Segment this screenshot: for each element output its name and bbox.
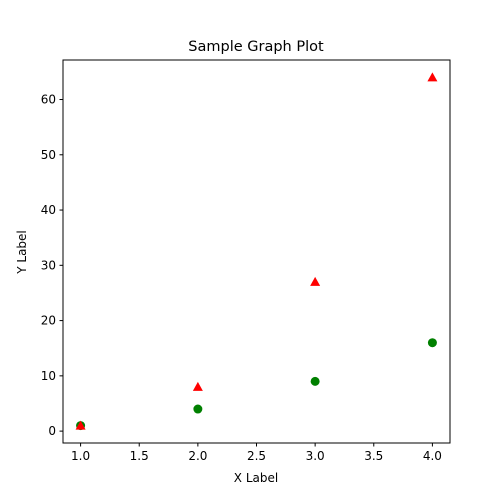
triangle-point	[75, 420, 86, 430]
triangle-point	[192, 381, 203, 391]
plot-area	[62, 59, 451, 444]
circle-point	[427, 338, 437, 348]
x-tick-label: 3.0	[306, 449, 325, 463]
circle-point	[193, 404, 203, 414]
y-tick-label: 60	[41, 93, 56, 107]
triangle-point	[310, 276, 321, 286]
circle-point	[310, 376, 320, 386]
y-tick-label: 40	[41, 203, 56, 217]
x-tick-label: 3.5	[364, 449, 383, 463]
x-tick-label: 1.5	[130, 449, 149, 463]
y-axis: 0 10 20 30 40 50 60	[41, 93, 63, 438]
x-tick-label: 2.5	[247, 449, 266, 463]
x-axis-label: X Label	[234, 471, 278, 485]
x-tick-label: 2.0	[188, 449, 207, 463]
x-axis: 1.0 1.5 2.0 2.5 3.0 3.5 4.0	[71, 443, 442, 463]
x-tick-label: 1.0	[71, 449, 90, 463]
y-tick-label: 0	[48, 424, 56, 438]
y-axis-label: Y Label	[15, 230, 29, 275]
data-points	[75, 72, 438, 431]
y-tick-label: 20	[41, 314, 56, 328]
y-tick-label: 50	[41, 148, 56, 162]
y-tick-label: 30	[41, 258, 56, 272]
triangle-point	[427, 72, 438, 82]
chart-title: Sample Graph Plot	[188, 39, 324, 55]
x-tick-label: 4.0	[423, 449, 442, 463]
y-tick-label: 10	[41, 369, 56, 383]
